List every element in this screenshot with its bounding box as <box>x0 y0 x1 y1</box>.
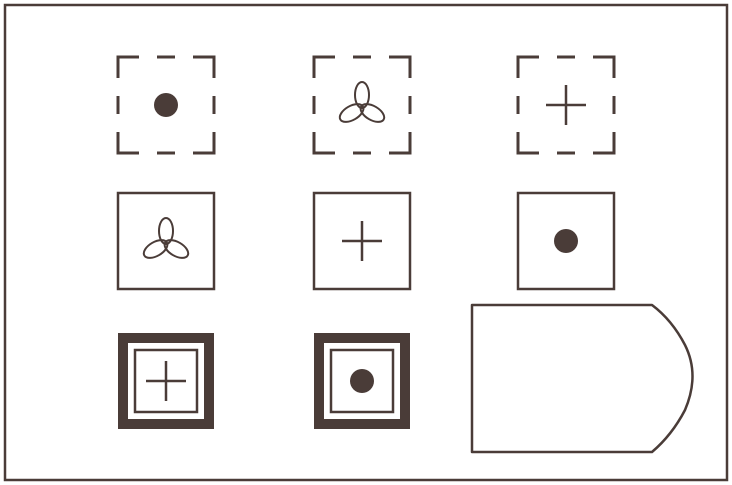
frame-corner <box>116 55 139 78</box>
frame-corner <box>193 55 216 78</box>
trefoil-petal <box>338 103 365 123</box>
cell-r1-c1 <box>116 55 216 155</box>
trefoil-petal <box>354 81 370 109</box>
cell-r3-c2 <box>314 333 410 429</box>
frame-corner <box>593 132 616 155</box>
trefoil-symbol <box>142 217 190 259</box>
frame-corner <box>389 132 412 155</box>
trefoil-petal <box>163 239 190 259</box>
dot-symbol <box>154 93 178 117</box>
cell-r2-c3 <box>516 191 616 291</box>
frame-border-thick <box>118 333 214 429</box>
trefoil-petal <box>158 217 174 245</box>
frame-corner <box>193 132 216 155</box>
trefoil-petal <box>142 239 169 259</box>
answer-tag-shape <box>470 303 694 454</box>
cell-r3-c3 <box>470 303 694 454</box>
frame-border <box>312 191 412 291</box>
cell-r2-c1 <box>116 191 216 291</box>
outer-border <box>3 3 729 482</box>
trefoil-symbol <box>338 81 386 123</box>
cell-r3-c1 <box>118 333 214 429</box>
frame-corner <box>116 132 139 155</box>
dot-symbol <box>554 229 578 253</box>
frame-corner <box>312 132 335 155</box>
frame-border <box>116 191 216 291</box>
frame-border <box>516 191 616 291</box>
dot-symbol <box>350 369 374 393</box>
cell-r1-c3 <box>516 55 616 155</box>
frame-corner <box>593 55 616 78</box>
frame-border-inner <box>133 348 199 414</box>
trefoil-petal <box>359 103 386 123</box>
frame-border-inner <box>329 348 395 414</box>
cell-r2-c2 <box>312 191 412 291</box>
frame-corner <box>516 55 539 78</box>
frame-corner <box>516 132 539 155</box>
frame-corner <box>389 55 412 78</box>
frame-border-thick <box>314 333 410 429</box>
frame-corner <box>312 55 335 78</box>
cell-r1-c2 <box>312 55 412 155</box>
